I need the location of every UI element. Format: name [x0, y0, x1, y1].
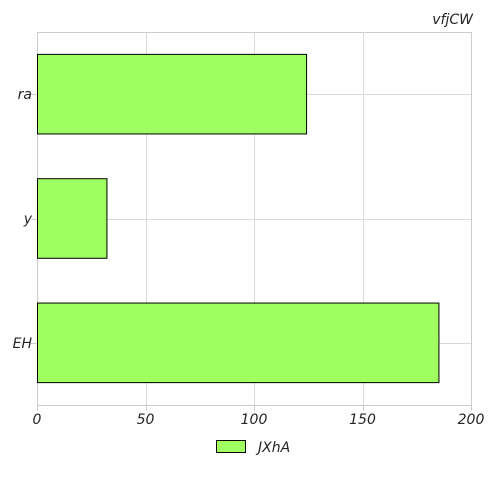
x-tick-label: 200 — [458, 412, 485, 428]
y-category-label: y — [23, 212, 33, 228]
y-category-label: ra — [18, 87, 32, 103]
bar-EH — [37, 302, 440, 384]
x-tick-label: 50 — [137, 412, 155, 428]
x-tick-label: 100 — [241, 412, 268, 428]
bars — [37, 53, 440, 384]
chart-title: vfjCW — [432, 12, 474, 28]
bar-y — [37, 178, 108, 259]
y-axis-categories: ra y EH — [13, 87, 37, 352]
legend-swatch — [216, 440, 246, 453]
y-category-label: EH — [13, 336, 33, 352]
legend-label: JXhA — [255, 440, 290, 456]
x-tick-label: 0 — [33, 412, 42, 428]
legend: JXhA — [216, 440, 290, 456]
x-axis-ticks: 0 50 100 150 200 — [33, 405, 485, 428]
x-tick-label: 150 — [349, 412, 376, 428]
bar-ra — [37, 53, 308, 135]
